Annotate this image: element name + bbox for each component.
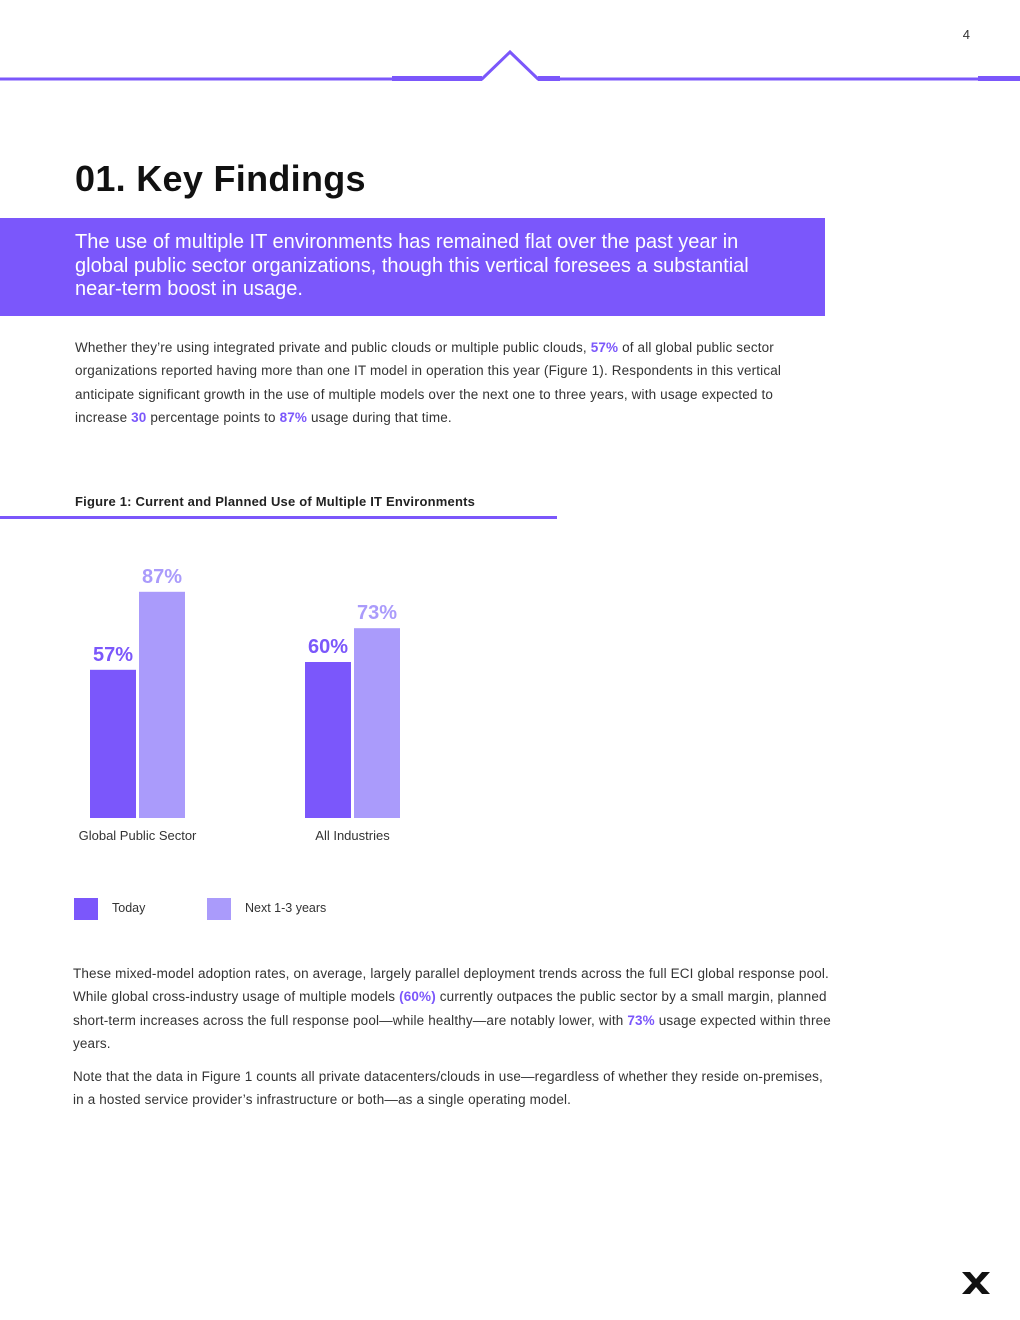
- bar-global-public-sector-next-1-3-years: [139, 591, 185, 818]
- data-label-all-industries-today: 60%: [308, 636, 348, 658]
- intro-highlight-57: 57%: [590, 340, 619, 355]
- bar-chart: 57% 87% Global Public Sector 60% 73% All Indu…: [79, 566, 400, 843]
- key-finding-callout: The use of multiple IT environments has …: [0, 218, 825, 316]
- header-divider: [0, 49, 1020, 81]
- legend-label-today: Today: [112, 901, 146, 915]
- page-number: 4: [962, 27, 970, 42]
- body-paragraph-2: Note that the data in Figure 1 counts al…: [73, 1069, 823, 1108]
- body-paragraph-1: These mixed-model adoption rates, on ave…: [73, 962, 833, 1055]
- bar-all-industries-next-1-3-years: [354, 628, 400, 818]
- intro-text-3: percentage points to: [146, 409, 280, 425]
- data-label-global-public-sector-today: 57%: [93, 644, 133, 666]
- body-text-3: usage expected within three years.: [73, 1012, 831, 1051]
- intro-text-2: of all global public sector organization…: [75, 340, 782, 425]
- body-highlight-73: 73%: [627, 1012, 655, 1028]
- intro-text-4: usage during that time.: [307, 409, 452, 425]
- callout-text: The use of multiple IT environments has …: [75, 231, 749, 300]
- figure-title: Figure 1: Current and Planned Use of Mul…: [75, 494, 476, 509]
- category-label-global-public-sector: Global Public Sector: [79, 828, 197, 843]
- legend-swatch-today: [74, 898, 98, 920]
- body-highlight-60: (60%): [399, 989, 436, 1005]
- data-label-global-public-sector-next-1-3-years: 87%: [142, 566, 182, 588]
- intro-highlight-30: 30: [131, 409, 147, 425]
- body-text-2: currently outpaces the public sector by …: [73, 989, 827, 1028]
- category-label-all-industries: All Industries: [315, 828, 390, 843]
- intro-text-1: Whether they’re using integrated private…: [75, 340, 591, 355]
- intro-paragraph: Whether they’re using integrated private…: [75, 336, 810, 429]
- legend-label-next-years: Next 1-3 years: [245, 901, 327, 915]
- bar-all-industries-today: [305, 662, 351, 818]
- figure-title-underline: [0, 516, 557, 519]
- bar-global-public-sector-today: [90, 669, 136, 818]
- data-label-all-industries-next-1-3-years: 73%: [357, 602, 397, 624]
- legend-swatch-next-years: [207, 898, 231, 920]
- intro-highlight-87: 87%: [279, 409, 308, 425]
- body-text-1: These mixed-model adoption rates, on ave…: [73, 966, 829, 1005]
- section-title: 01. Key Findings: [75, 158, 366, 199]
- x-logo-icon: [962, 1272, 990, 1294]
